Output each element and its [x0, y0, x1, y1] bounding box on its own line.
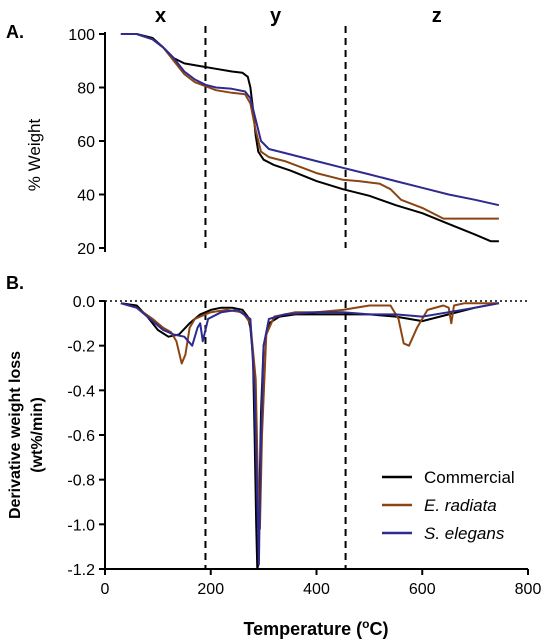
- panel-b-series-e-radiata: [120, 302, 499, 530]
- x-tick-label: 200: [197, 581, 224, 598]
- legend-label-e-radiata: E. radiata: [424, 496, 497, 515]
- region-label-x: x: [155, 5, 166, 27]
- panel-a-y-tick-label: 100: [68, 27, 95, 44]
- panel-a-y-tick-label: 80: [77, 81, 95, 98]
- panel-a-series-e-radiata: [120, 33, 499, 220]
- panel-b-series-s-elegans: [120, 302, 500, 566]
- panel-b-y-tick-label: -1.2: [67, 562, 95, 579]
- panel-a-label: A.: [6, 22, 24, 42]
- panel-b-y-axis-title-line2: (wt%/min): [29, 397, 46, 473]
- panel-a-series-s-elegans: [120, 33, 500, 207]
- panel-b-y-tick-label: -1.0: [67, 517, 95, 534]
- panel-b-series: [120, 302, 500, 570]
- panel-b-y-tick-label: -0.6: [67, 428, 95, 445]
- x-tick-label: 800: [515, 581, 542, 598]
- panel-a-y-tick-label: 20: [77, 241, 95, 258]
- panel-a-y-tick-label: 60: [77, 134, 95, 151]
- legend: Commercial E. radiata S. elegans: [382, 468, 515, 543]
- x-axis-title: Temperature (oC): [243, 617, 388, 639]
- panel-a-region-lines: [204, 26, 347, 248]
- panel-b: B. Derivative weight loss (wt%/min) 0.0 -…: [6, 273, 541, 639]
- panel-a: A. % Weight 20 40 60 80 100 x y z: [6, 5, 500, 258]
- region-label-y: y: [270, 5, 282, 27]
- panel-a-region-labels: x y z: [155, 5, 442, 27]
- legend-label-s-elegans: S. elegans: [424, 524, 505, 543]
- x-tick-label: 600: [409, 581, 436, 598]
- panel-a-series: [120, 33, 500, 243]
- panel-b-y-tick-label: 0.0: [73, 294, 95, 311]
- x-tick-label: 0: [101, 581, 110, 598]
- panel-b-y-tick-label: -0.4: [67, 383, 95, 400]
- x-tick-label: 400: [303, 581, 330, 598]
- panel-b-y-tick-label: -0.8: [67, 473, 95, 490]
- panel-a-axes: 20 40 60 80 100: [68, 27, 106, 258]
- panel-a-y-axis-title: % Weight: [25, 119, 44, 192]
- panel-a-series-commercial: [120, 33, 499, 243]
- panel-b-y-tick-label: -0.2: [67, 339, 95, 356]
- panel-b-label: B.: [6, 273, 24, 293]
- panel-a-y-tick-label: 40: [77, 188, 95, 205]
- x-axis-title-part1: Temperature (: [243, 619, 362, 639]
- x-axis-title-degree: o: [362, 617, 369, 631]
- region-label-z: z: [432, 5, 442, 27]
- panel-b-y-axis-title-line1: Derivative weight loss: [7, 351, 24, 519]
- legend-label-commercial: Commercial: [424, 468, 515, 487]
- x-axis-title-part3: C): [370, 619, 389, 639]
- panel-b-axes: 0.0 -0.2 -0.4 -0.6 -0.8 -1.0 -1.2 0 200 400 600 800: [67, 294, 541, 598]
- panel-b-region-lines: [204, 301, 347, 569]
